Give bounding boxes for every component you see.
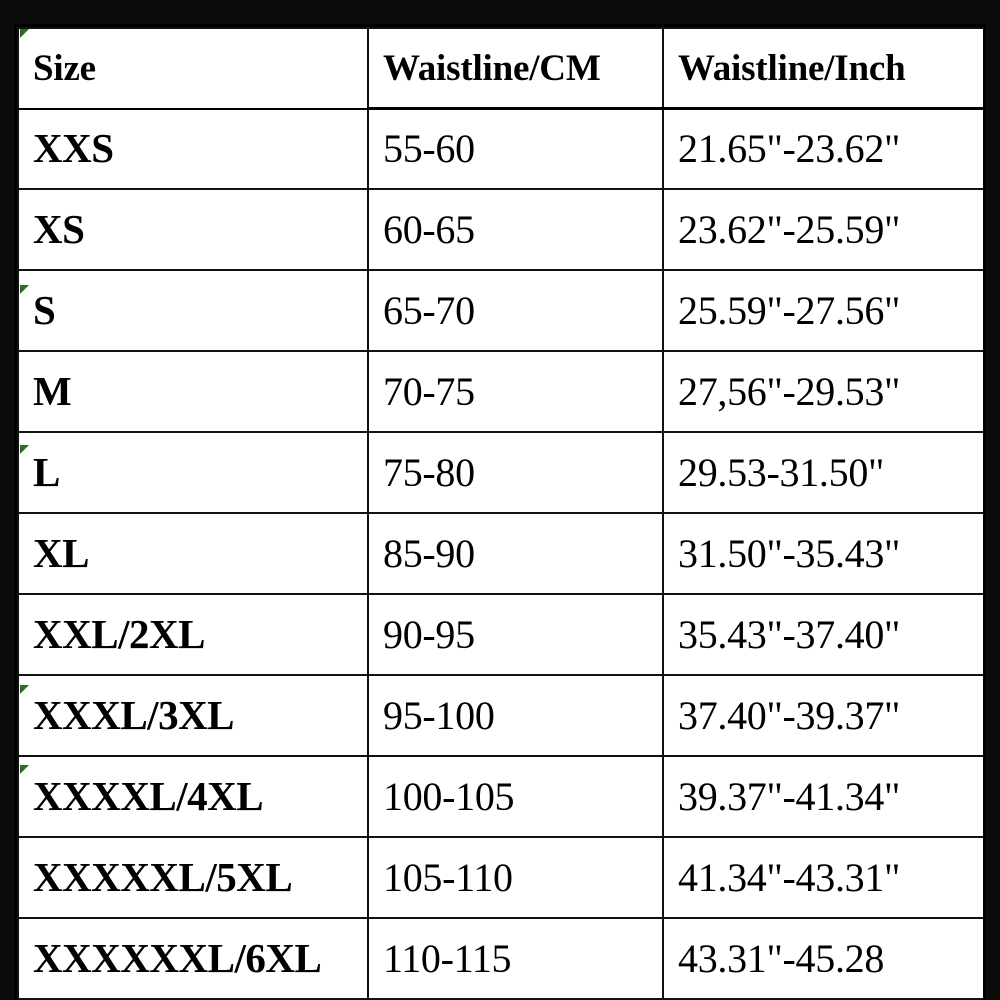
cell-size: XXXXL/4XL (17, 755, 369, 839)
table-row: M 70-75 27,56"-29.53" (17, 350, 983, 434)
column-header-size: Size (17, 27, 369, 110)
table-row: S 65-70 25.59"-27.56" (17, 269, 983, 353)
cell-waistline-inch: 25.59"-27.56" (662, 269, 983, 353)
cell-waistline-cm: 100-105 (367, 755, 664, 839)
cell-waistline-inch: 29.53-31.50" (662, 431, 983, 515)
table-body: XXS 55-60 21.65"-23.62" XS 60-65 23.62"-25.59… (17, 107, 983, 1000)
table-row: XXXXL/4XL 100-105 39.37"-41.34" (17, 755, 983, 839)
cell-size: L (17, 431, 369, 515)
cell-size: XXXXXXL/6XL (17, 917, 369, 1000)
cell-size: XXXXXL/5XL (17, 836, 369, 920)
cell-size: M (17, 350, 369, 434)
table-row: XXXXXL/5XL 105-110 41.34"-43.31" (17, 836, 983, 920)
cell-size: XXS (17, 107, 369, 191)
cell-waistline-inch: 39.37"-41.34" (662, 755, 983, 839)
cell-waistline-inch: 37.40"-39.37" (662, 674, 983, 758)
table-row: XS 60-65 23.62"-25.59" (17, 188, 983, 272)
cell-waistline-cm: 110-115 (367, 917, 664, 1000)
cell-size: XXXL/3XL (17, 674, 369, 758)
cell-waistline-inch: 35.43"-37.40" (662, 593, 983, 677)
cell-waistline-inch: 31.50"-35.43" (662, 512, 983, 596)
table-row: XL 85-90 31.50"-35.43" (17, 512, 983, 596)
table-row: XXXL/3XL 95-100 37.40"-39.37" (17, 674, 983, 758)
table-row: L 75-80 29.53-31.50" (17, 431, 983, 515)
table-row: XXXXXXL/6XL 110-115 43.31"-45.28 (17, 917, 983, 1000)
cell-waistline-inch: 21.65"-23.62" (662, 107, 983, 191)
cell-waistline-cm: 90-95 (367, 593, 664, 677)
header-row: Size Waistline/CM Waistline/Inch (17, 27, 983, 110)
cell-waistline-inch: 23.62"-25.59" (662, 188, 983, 272)
cell-waistline-cm: 95-100 (367, 674, 664, 758)
table-row: XXS 55-60 21.65"-23.62" (17, 107, 983, 191)
cell-waistline-inch: 27,56"-29.53" (662, 350, 983, 434)
cell-waistline-cm: 60-65 (367, 188, 664, 272)
size-chart-container: Size Waistline/CM Waistline/Inch XXS 55-6… (14, 24, 986, 1000)
cell-waistline-cm: 70-75 (367, 350, 664, 434)
column-header-waistline-inch: Waistline/Inch (662, 27, 983, 110)
cell-waistline-cm: 75-80 (367, 431, 664, 515)
size-chart-table: Size Waistline/CM Waistline/Inch XXS 55-6… (17, 27, 983, 1000)
cell-waistline-inch: 43.31"-45.28 (662, 917, 983, 1000)
table-header: Size Waistline/CM Waistline/Inch (17, 27, 983, 110)
cell-waistline-cm: 105-110 (367, 836, 664, 920)
cell-waistline-cm: 85-90 (367, 512, 664, 596)
cell-waistline-cm: 55-60 (367, 107, 664, 191)
cell-waistline-cm: 65-70 (367, 269, 664, 353)
cell-size: S (17, 269, 369, 353)
cell-waistline-inch: 41.34"-43.31" (662, 836, 983, 920)
cell-size: XS (17, 188, 369, 272)
cell-size: XXL/2XL (17, 593, 369, 677)
cell-size: XL (17, 512, 369, 596)
table-row: XXL/2XL 90-95 35.43"-37.40" (17, 593, 983, 677)
column-header-waistline-cm: Waistline/CM (367, 27, 664, 110)
